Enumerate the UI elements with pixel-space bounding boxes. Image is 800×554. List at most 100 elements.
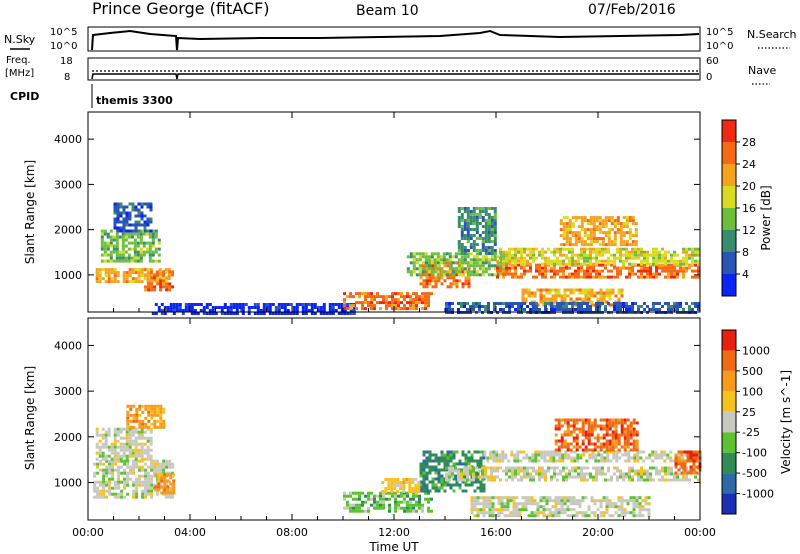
power-cell [580,256,583,260]
power-cell [475,222,479,225]
velocity-cell [400,494,403,498]
velocity-cell [536,508,540,512]
power-cell [220,306,224,309]
velocity-cell [428,450,432,454]
power-cell [425,267,429,271]
velocity-cell [623,421,627,425]
power-cell [425,270,429,274]
power-cell [472,273,476,277]
velocity-cell [457,478,460,482]
velocity-cell [569,502,573,506]
velocity-cell [641,499,645,503]
power-ytick-label: 4000 [54,133,82,146]
velocity-cell [516,456,520,460]
power-cell [559,262,562,266]
velocity-cell [104,454,108,458]
power-cell [559,219,563,223]
power-cell [158,268,162,272]
power-cell [643,308,646,311]
velocity-cell [469,478,472,482]
power-cell [667,250,670,254]
power-cell [556,302,559,305]
power-cell [98,271,102,275]
power-cell [115,238,119,242]
power-cell [589,250,592,254]
power-cell [614,294,618,298]
velocity-cell [633,456,637,460]
velocity-cell [405,481,409,484]
velocity-cell [600,459,604,463]
power-cell [157,247,161,251]
power-cell [158,271,162,275]
velocity-cell [431,453,435,457]
power-cell [667,302,670,305]
velocity-cell [586,472,589,476]
power-cell [649,269,652,273]
power-cell [115,259,119,263]
power-cell [415,261,419,265]
velocity-cell [597,453,601,457]
velocity-cell [355,491,358,495]
velocity-cell [455,450,459,454]
cpid-value: themis 3300 [96,94,173,107]
power-cell [589,305,592,308]
power-cell [658,302,661,305]
power-cell [634,302,637,305]
velocity-cell [137,436,141,440]
power-cell [536,288,540,292]
velocity-cell [393,478,397,481]
power-cell [562,272,565,276]
power-cell [526,305,529,308]
velocity-cell [542,499,546,503]
velocity-cell [385,497,388,501]
power-cell [481,261,485,265]
velocity-cell [593,424,597,428]
velocity-cell [93,486,97,490]
power-cell [95,274,99,278]
power-cell [448,267,452,271]
velocity-cell [470,456,474,460]
velocity-cell [677,462,681,466]
velocity-cell [156,462,160,466]
velocity-cell [159,468,163,472]
power-cell [554,291,558,295]
power-cell [283,306,287,309]
velocity-cell [600,453,604,457]
power-cell [493,249,497,252]
velocity-cell [427,497,430,501]
power-cell [646,259,649,263]
power-cell [634,247,637,251]
velocity-cell [557,445,561,449]
power-cell [358,301,361,305]
velocity-cell [532,466,535,470]
power-cell [313,306,317,309]
velocity-cell [105,495,109,499]
power-cell [622,247,625,251]
power-cell [448,255,452,259]
velocity-cell [358,497,361,501]
power-cell [562,222,566,226]
velocity-cell [532,475,535,479]
power-cell [487,308,490,311]
velocity-cell [632,502,636,506]
power-cell [118,253,122,257]
velocity-cell [132,489,136,493]
power-cell [452,276,456,280]
power-cell [598,250,601,254]
velocity-cell [126,422,130,426]
velocity-cell [107,427,111,431]
power-cell [580,266,583,270]
power-cell [448,261,452,265]
power-cell [556,250,559,254]
velocity-cell [526,466,529,470]
power-cell [430,270,434,274]
power-cell [499,264,503,268]
velocity-cell [470,453,474,457]
velocity-cell [463,478,466,482]
power-cell [163,309,167,312]
power-cell [505,272,508,276]
velocity-cell [495,450,499,454]
power-cell [568,266,571,270]
velocity-cell [633,453,637,457]
power-cell [667,263,670,267]
